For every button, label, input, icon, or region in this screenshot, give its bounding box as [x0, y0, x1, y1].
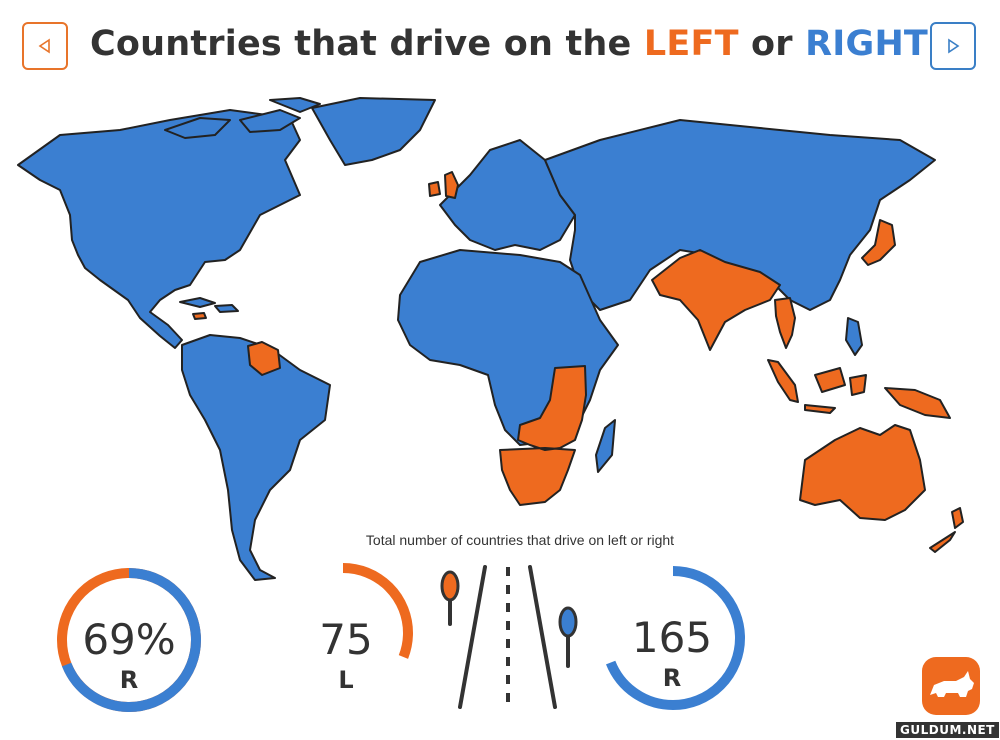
- left-count-letter: L: [338, 666, 354, 694]
- south-asia-region: [651, 249, 781, 351]
- right-count-gauge: [601, 566, 745, 710]
- world-map: [17, 97, 964, 581]
- arctic-islands-region: [164, 97, 321, 139]
- percent-gauge: [57, 568, 201, 712]
- thailand-malaysia-region: [767, 297, 799, 403]
- greenland-region: [311, 97, 436, 166]
- road-icon: [440, 565, 578, 709]
- triangle-left-icon: [38, 38, 50, 54]
- south-america-region: [181, 334, 331, 581]
- stats-subtitle: Total number of countries that drive on …: [365, 532, 675, 548]
- right-count-value: 165: [631, 613, 713, 662]
- uk-ireland-region: [428, 171, 459, 199]
- rhino-icon: [930, 671, 974, 697]
- title-right-word: RIGHT: [805, 24, 929, 64]
- left-count-gauge: [278, 563, 413, 703]
- page-title: Countries that drive on the LEFT or RIGH…: [90, 24, 928, 64]
- guyana-suriname-region: [247, 341, 281, 376]
- brand-logo[interactable]: [922, 657, 980, 715]
- title-left-word: LEFT: [643, 24, 739, 64]
- watermark: GULDUM.NET: [896, 722, 999, 738]
- australia-region: [799, 424, 926, 521]
- japan-region: [861, 219, 896, 266]
- europe-region: [439, 139, 576, 251]
- right-count-letter: R: [662, 664, 682, 692]
- prev-button[interactable]: [22, 22, 68, 70]
- north-america-region: [17, 109, 301, 349]
- indonesia-region: [804, 367, 951, 419]
- next-button[interactable]: [930, 22, 976, 70]
- percent-gauge-right-arc: [57, 568, 201, 712]
- title-prefix: Countries that drive on the: [90, 24, 644, 64]
- philippines-region: [845, 317, 863, 356]
- caribbean-right-region: [179, 297, 239, 313]
- caribbean-left-region: [192, 312, 207, 320]
- new-zealand-region: [929, 507, 964, 553]
- triangle-right-icon: [948, 38, 960, 54]
- percent-letter: R: [119, 666, 139, 694]
- south-east-africa-region: [499, 365, 587, 506]
- right-pin-icon: [558, 606, 578, 668]
- left-count-value: 75: [319, 615, 373, 664]
- right-count-arc: [601, 566, 745, 710]
- madagascar-region: [595, 419, 616, 473]
- percent-value: 69%: [82, 615, 176, 664]
- title-middle: or: [738, 24, 806, 64]
- left-count-arc: [278, 563, 413, 703]
- left-pin-icon: [440, 570, 460, 626]
